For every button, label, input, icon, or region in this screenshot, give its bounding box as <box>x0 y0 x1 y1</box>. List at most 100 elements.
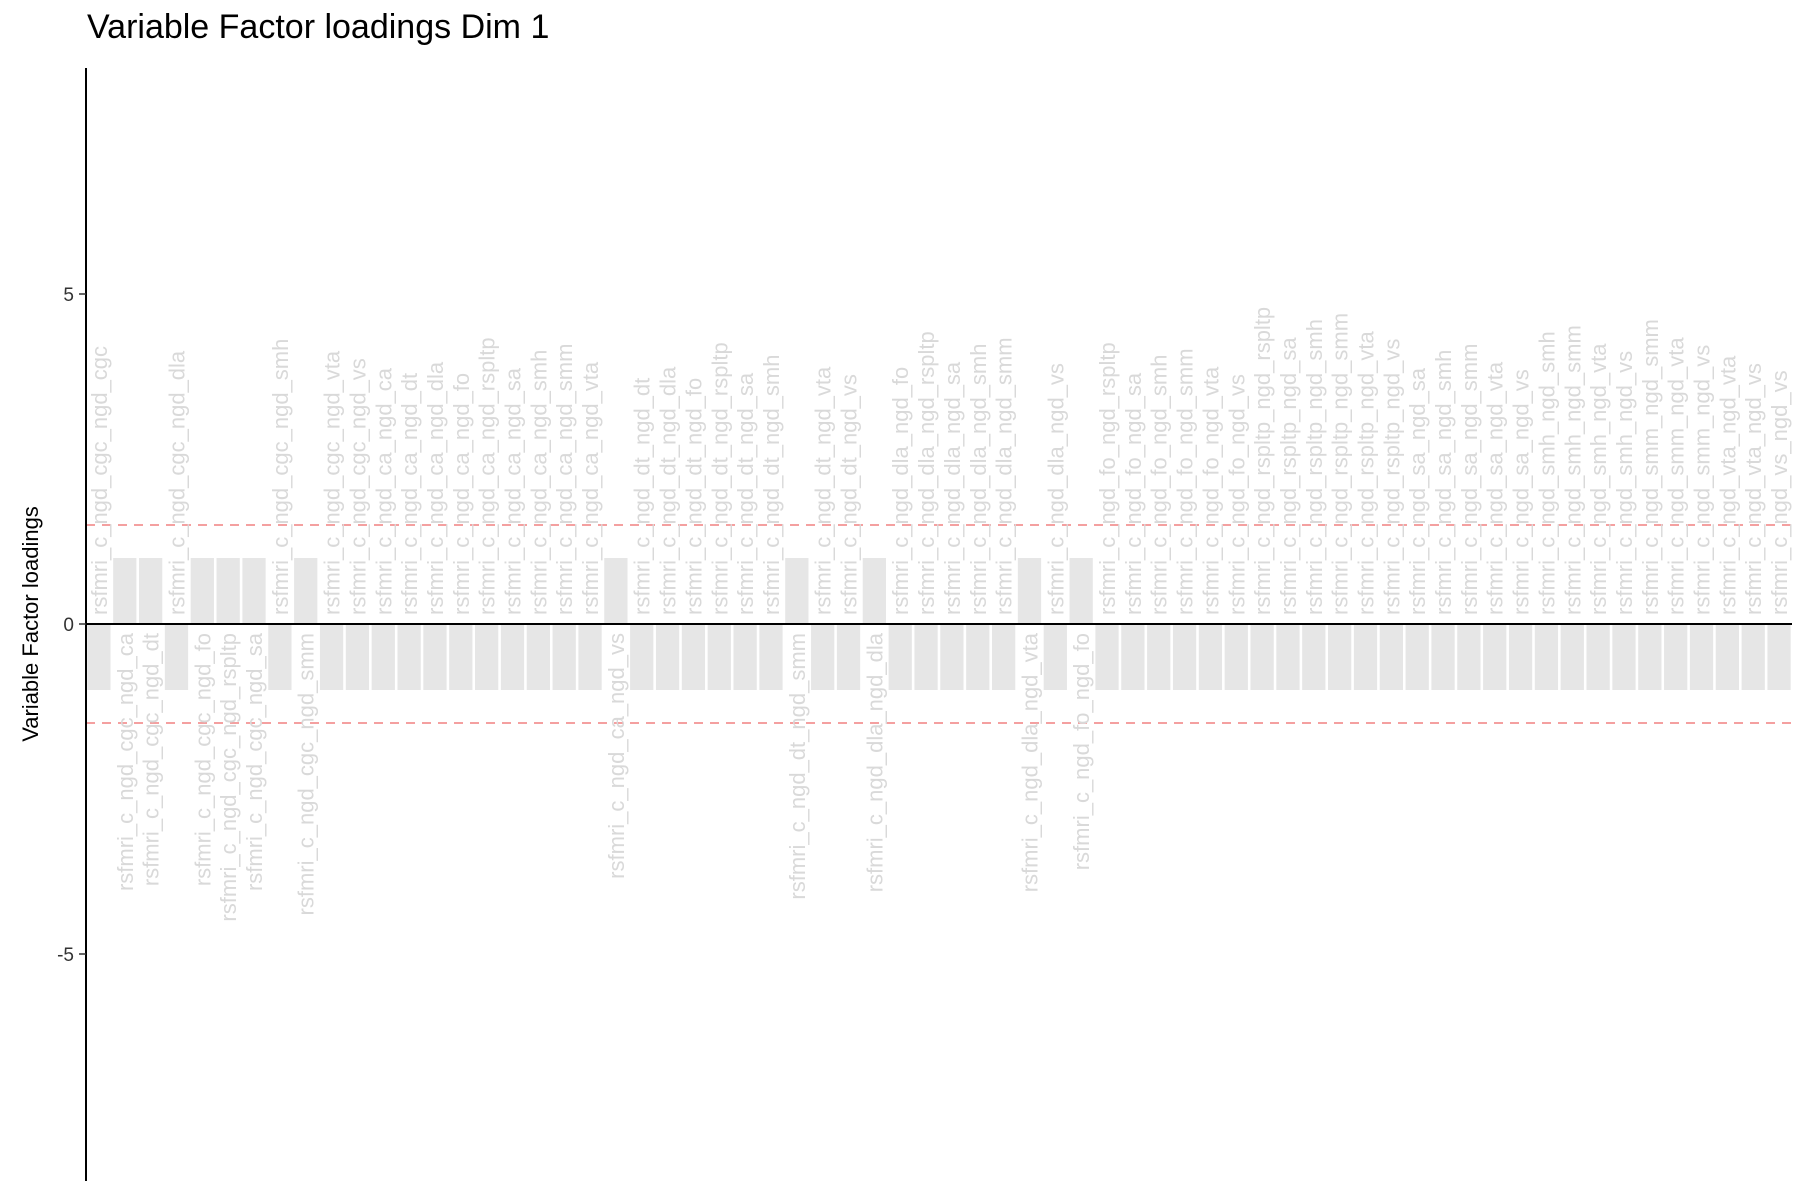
y-tick-label: 0 <box>63 615 74 636</box>
bar-label-rsfmri_c_ngd_cgc_ngd_ca: rsfmri_c_ngd_cgc_ngd_ca <box>113 632 138 891</box>
bar-rsfmri_c_ngd_vs_ngd_vs <box>1767 624 1791 690</box>
bar-label-rsfmri_c_ngd_dla_ngd_vs: rsfmri_c_ngd_dla_ngd_vs <box>1043 363 1068 615</box>
bar-rsfmri_c_ngd_sa_ngd_vta <box>1483 624 1507 690</box>
bar-label-rsfmri_c_ngd_fo_ngd_vta: rsfmri_c_ngd_fo_ngd_vta <box>1198 366 1223 615</box>
bar-rsfmri_c_ngd_sa_ngd_sa <box>1405 624 1429 690</box>
bar-label-rsfmri_c_ngd_ca_ngd_smm: rsfmri_c_ngd_ca_ngd_smm <box>552 344 577 615</box>
bar-rsfmri_c_ngd_vta_ngd_vs <box>1741 624 1765 690</box>
bar-rsfmri_c_ngd_cgc_ngd_rspltp <box>216 558 240 624</box>
bar-rsfmri_c_ngd_cgc_ngd_vta <box>319 624 344 690</box>
bar-label-rsfmri_c_ngd_smh_ngd_vs: rsfmri_c_ngd_smh_ngd_vs <box>1612 351 1637 615</box>
bar-rsfmri_c_ngd_smh_ngd_vta <box>1586 624 1610 690</box>
bar-label-rsfmri_c_ngd_vta_ngd_vta: rsfmri_c_ngd_vta_ngd_vta <box>1715 355 1740 615</box>
bar-label-rsfmri_c_ngd_fo_ngd_fo: rsfmri_c_ngd_fo_ngd_fo <box>1069 633 1094 870</box>
bar-label-rsfmri_c_ngd_cgc_ngd_cgc: rsfmri_c_ngd_cgc_ngd_cgc <box>87 346 112 615</box>
bar-label-rsfmri_c_ngd_smm_ngd_smm: rsfmri_c_ngd_smm_ngd_smm <box>1638 319 1663 615</box>
bar-label-rsfmri_c_ngd_vs_ngd_vs: rsfmri_c_ngd_vs_ngd_vs <box>1767 370 1792 615</box>
bar-rsfmri_c_ngd_sa_ngd_vs <box>1508 624 1533 690</box>
bar-rsfmri_c_ngd_fo_ngd_smh <box>1147 624 1171 690</box>
bar-label-rsfmri_c_ngd_cgc_ngd_smh: rsfmri_c_ngd_cgc_ngd_smh <box>268 339 293 615</box>
bar-rsfmri_c_ngd_dla_ngd_smm <box>991 624 1016 690</box>
bar-rsfmri_c_ngd_ca_ngd_sa <box>500 624 525 690</box>
bar-rsfmri_c_ngd_ca_ngd_smm <box>552 624 576 690</box>
bar-rsfmri_c_ngd_fo_ngd_vs <box>1224 624 1248 690</box>
bar-label-rsfmri_c_ngd_smm_ngd_vta: rsfmri_c_ngd_smm_ngd_vta <box>1664 337 1689 615</box>
insignificant-bars <box>87 558 1791 690</box>
bar-label-rsfmri_c_ngd_rspltp_ngd_vta: rsfmri_c_ngd_rspltp_ngd_vta <box>1354 331 1379 615</box>
bar-rsfmri_c_ngd_ca_ngd_dt <box>397 624 421 690</box>
bar-label-rsfmri_c_ngd_ca_ngd_sa: rsfmri_c_ngd_ca_ngd_sa <box>501 367 526 615</box>
bar-rsfmri_c_ngd_dla_ngd_sa <box>940 624 964 690</box>
bar-label-rsfmri_c_ngd_fo_ngd_smm: rsfmri_c_ngd_fo_ngd_smm <box>1173 348 1198 615</box>
bar-label-rsfmri_c_ngd_ca_ngd_vta: rsfmri_c_ngd_ca_ngd_vta <box>578 361 603 615</box>
bar-label-rsfmri_c_ngd_cgc_ngd_vta: rsfmri_c_ngd_cgc_ngd_vta <box>320 350 345 615</box>
bar-rsfmri_c_ngd_fo_ngd_sa <box>1121 624 1145 690</box>
bar-label-rsfmri_c_ngd_sa_ngd_vs: rsfmri_c_ngd_sa_ngd_vs <box>1509 369 1534 615</box>
bar-rsfmri_c_ngd_dla_ngd_rspltp <box>914 624 938 690</box>
bar-rsfmri_c_ngd_rspltp_ngd_smm <box>1328 624 1352 690</box>
bar-label-rsfmri_c_ngd_rspltp_ngd_smm: rsfmri_c_ngd_rspltp_ngd_smm <box>1328 313 1353 615</box>
bar-rsfmri_c_ngd_dt_ngd_dla <box>655 624 680 690</box>
bar-rsfmri_c_ngd_fo_ngd_vta <box>1198 624 1223 690</box>
bar-label-rsfmri_c_ngd_dt_ngd_dla: rsfmri_c_ngd_dt_ngd_dla <box>656 366 681 615</box>
bar-label-rsfmri_c_ngd_dla_ngd_rspltp: rsfmri_c_ngd_dla_ngd_rspltp <box>914 331 939 615</box>
bar-label-rsfmri_c_ngd_ca_ngd_smh: rsfmri_c_ngd_ca_ngd_smh <box>526 350 551 615</box>
bar-rsfmri_c_ngd_rspltp_ngd_vta <box>1353 624 1378 690</box>
bar-rsfmri_c_ngd_ca_ngd_vta <box>578 624 602 690</box>
bar-label-rsfmri_c_ngd_sa_ngd_smm: rsfmri_c_ngd_sa_ngd_smm <box>1457 344 1482 615</box>
bar-label-rsfmri_c_ngd_fo_ngd_vs: rsfmri_c_ngd_fo_ngd_vs <box>1224 374 1249 615</box>
bar-rsfmri_c_ngd_cgc_ngd_dla <box>164 624 189 690</box>
bar-label-rsfmri_c_ngd_dla_ngd_dla: rsfmri_c_ngd_dla_ngd_dla <box>862 632 887 892</box>
bar-label-rsfmri_c_ngd_sa_ngd_vta: rsfmri_c_ngd_sa_ngd_vta <box>1483 361 1508 615</box>
y-tick-label: 5 <box>63 285 74 306</box>
bar-rsfmri_c_ngd_dt_ngd_smh <box>759 624 783 690</box>
bar-rsfmri_c_ngd_dla_ngd_vta <box>1017 558 1042 624</box>
bar-rsfmri_c_ngd_dt_ngd_rspltp <box>707 624 731 690</box>
bar-rsfmri_c_ngd_ca_ngd_smh <box>526 624 550 690</box>
bar-rsfmri_c_ngd_dt_ngd_vs <box>836 624 861 690</box>
bar-label-rsfmri_c_ngd_ca_ngd_fo: rsfmri_c_ngd_ca_ngd_fo <box>449 373 474 615</box>
bar-label-rsfmri_c_ngd_rspltp_ngd_smh: rsfmri_c_ngd_rspltp_ngd_smh <box>1302 319 1327 615</box>
bar-rsfmri_c_ngd_cgc_ngd_ca <box>113 558 137 624</box>
bar-label-rsfmri_c_ngd_smh_ngd_smm: rsfmri_c_ngd_smh_ngd_smm <box>1560 325 1585 615</box>
bar-rsfmri_c_ngd_cgc_ngd_dt <box>138 558 163 624</box>
bar-label-rsfmri_c_ngd_dt_ngd_dt: rsfmri_c_ngd_dt_ngd_dt <box>630 378 655 615</box>
bar-label-rsfmri_c_ngd_dt_ngd_smm: rsfmri_c_ngd_dt_ngd_smm <box>785 633 810 900</box>
bar-label-rsfmri_c_ngd_ca_ngd_vs: rsfmri_c_ngd_ca_ngd_vs <box>604 633 629 879</box>
bar-label-rsfmri_c_ngd_cgc_ngd_dla: rsfmri_c_ngd_cgc_ngd_dla <box>164 350 189 615</box>
bar-label-rsfmri_c_ngd_ca_ngd_ca: rsfmri_c_ngd_ca_ngd_ca <box>371 367 396 615</box>
bar-label-rsfmri_c_ngd_dt_ngd_sa: rsfmri_c_ngd_dt_ngd_sa <box>733 372 758 615</box>
bar-label-rsfmri_c_ngd_cgc_ngd_rspltp: rsfmri_c_ngd_cgc_ngd_rspltp <box>216 633 241 922</box>
bar-label-rsfmri_c_ngd_dla_ngd_smm: rsfmri_c_ngd_dla_ngd_smm <box>992 337 1017 615</box>
bar-rsfmri_c_ngd_dla_ngd_dla <box>862 558 887 624</box>
bar-rsfmri_c_ngd_dt_ngd_fo <box>681 624 706 690</box>
bar-label-rsfmri_c_ngd_dt_ngd_rspltp: rsfmri_c_ngd_dt_ngd_rspltp <box>707 342 732 615</box>
bar-rsfmri_c_ngd_dt_ngd_vta <box>811 624 835 690</box>
chart-title: Variable Factor loadings Dim 1 <box>87 8 550 46</box>
bar-rsfmri_c_ngd_smh_ngd_vs <box>1612 624 1636 690</box>
bar-label-rsfmri_c_ngd_ca_ngd_dla: rsfmri_c_ngd_ca_ngd_dla <box>423 361 448 615</box>
bar-label-rsfmri_c_ngd_sa_ngd_sa: rsfmri_c_ngd_sa_ngd_sa <box>1405 367 1430 615</box>
bar-rsfmri_c_ngd_smm_ngd_smm <box>1638 624 1662 690</box>
bar-label-rsfmri_c_ngd_cgc_ngd_sa: rsfmri_c_ngd_cgc_ngd_sa <box>242 632 267 891</box>
bar-label-rsfmri_c_ngd_ca_ngd_dt: rsfmri_c_ngd_ca_ngd_dt <box>397 373 422 615</box>
bar-label-rsfmri_c_ngd_vta_ngd_vs: rsfmri_c_ngd_vta_ngd_vs <box>1741 363 1766 615</box>
bar-label-rsfmri_c_ngd_fo_ngd_smh: rsfmri_c_ngd_fo_ngd_smh <box>1147 355 1172 615</box>
bar-rsfmri_c_ngd_ca_ngd_fo <box>449 624 473 690</box>
bar-rsfmri_c_ngd_dt_ngd_sa <box>733 624 757 690</box>
bar-label-rsfmri_c_ngd_fo_ngd_sa: rsfmri_c_ngd_fo_ngd_sa <box>1121 372 1146 615</box>
bar-rsfmri_c_ngd_rspltp_ngd_vs <box>1379 624 1403 690</box>
bar-label-rsfmri_c_ngd_dt_ngd_fo: rsfmri_c_ngd_dt_ngd_fo <box>681 378 706 615</box>
bar-rsfmri_c_ngd_rspltp_ngd_sa <box>1276 624 1300 690</box>
bar-rsfmri_c_ngd_sa_ngd_smm <box>1457 624 1481 690</box>
bar-rsfmri_c_ngd_rspltp_ngd_smh <box>1302 624 1326 690</box>
bar-label-rsfmri_c_ngd_rspltp_ngd_rspltp: rsfmri_c_ngd_rspltp_ngd_rspltp <box>1250 307 1275 615</box>
bar-label-rsfmri_c_ngd_rspltp_ngd_vs: rsfmri_c_ngd_rspltp_ngd_vs <box>1379 339 1404 615</box>
bar-rsfmri_c_ngd_rspltp_ngd_rspltp <box>1250 624 1274 690</box>
bar-label-rsfmri_c_ngd_dt_ngd_smh: rsfmri_c_ngd_dt_ngd_smh <box>759 355 784 615</box>
bar-rsfmri_c_ngd_sa_ngd_smh <box>1431 624 1455 690</box>
bar-rsfmri_c_ngd_vta_ngd_vta <box>1715 624 1740 690</box>
bar-rsfmri_c_ngd_dla_ngd_vs <box>1043 624 1067 690</box>
bar-rsfmri_c_ngd_ca_ngd_vs <box>604 558 628 624</box>
